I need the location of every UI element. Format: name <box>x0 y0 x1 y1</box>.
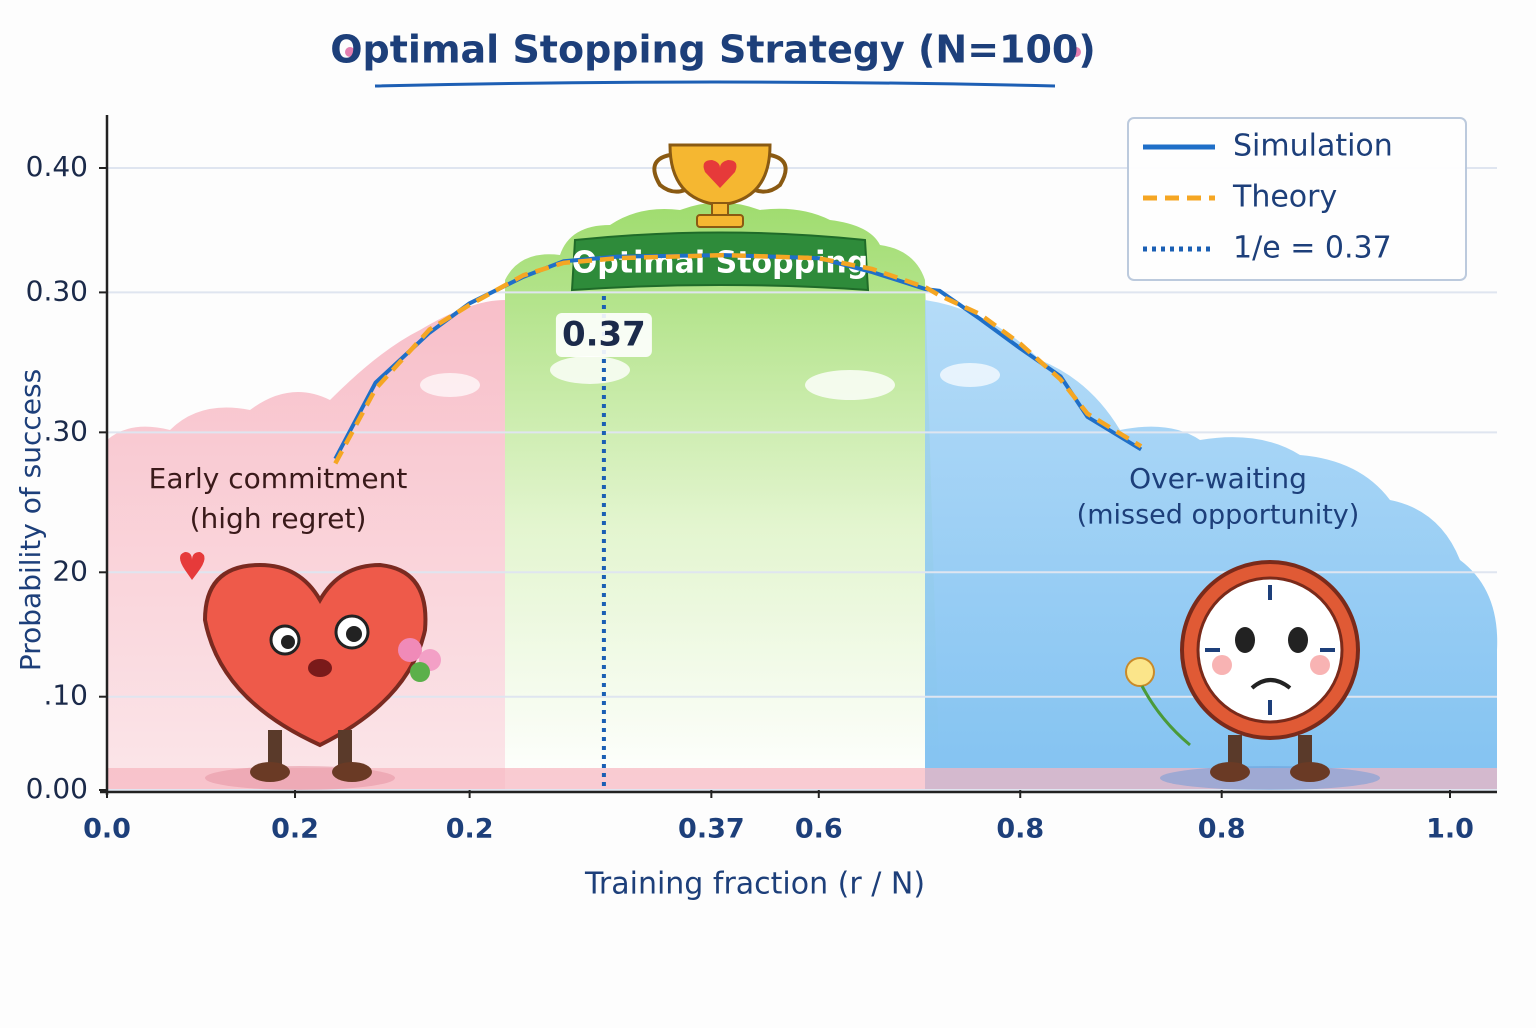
legend-label: Theory <box>1232 180 1337 215</box>
cloud <box>420 373 480 397</box>
banner: Optimal Stopping <box>570 231 870 292</box>
y-tick-label: .10 <box>43 679 88 712</box>
reference-label: 0.37 <box>562 315 646 355</box>
cloud <box>940 363 1000 387</box>
reference-label-box <box>555 313 652 357</box>
x-axis-label: Training fraction (r / N) <box>584 867 925 902</box>
y-tick-label: 0.40 <box>26 150 88 183</box>
title-underline <box>374 80 1056 88</box>
series-line <box>333 253 1143 460</box>
x-tick-label: 1.0 <box>1426 814 1474 845</box>
y-tick-label: .30 <box>43 414 88 447</box>
title-dot <box>1071 47 1081 57</box>
annotation: Over-waiting <box>1129 462 1307 495</box>
x-tick-label: 0.8 <box>1198 814 1246 845</box>
legend: Simulation Theory 1/e = 0.37 <box>1127 117 1467 281</box>
legend-box <box>1127 117 1467 281</box>
x-tick-label: 0.37 <box>678 814 745 845</box>
chart-title: Optimal Stopping Strategy (N=100) <box>330 28 1096 72</box>
cloud <box>550 356 630 384</box>
banner-text: Optimal Stopping <box>572 246 868 281</box>
title-dot <box>345 47 355 57</box>
cloud <box>805 370 895 400</box>
annotation: (high regret) <box>190 502 367 535</box>
x-tick-label: 0.0 <box>83 814 131 845</box>
plot: 0.37 <box>333 252 1143 790</box>
clock-character <box>1125 560 1380 790</box>
legend-label: 1/e = 0.37 <box>1233 231 1392 266</box>
green-zone <box>505 202 940 790</box>
trophy-icon <box>652 143 788 228</box>
y-axis-label: Probability of success <box>14 369 47 671</box>
heart-character <box>180 552 441 790</box>
x-tick-label: 0.8 <box>996 814 1044 845</box>
annotation: Early commitment <box>149 462 408 495</box>
x-tick-label: 0.2 <box>446 814 494 845</box>
x-tick-label: 0.6 <box>795 814 843 845</box>
y-tick-label: 0.00 <box>26 772 88 805</box>
y-tick-label: 20 <box>52 554 88 587</box>
annotation: (missed opportunity) <box>1077 500 1360 531</box>
ground-strip <box>107 768 1497 790</box>
x-tick-label: 0.2 <box>271 814 319 845</box>
y-tick-label: 0.30 <box>26 274 88 307</box>
legend-label: Simulation <box>1233 129 1393 164</box>
